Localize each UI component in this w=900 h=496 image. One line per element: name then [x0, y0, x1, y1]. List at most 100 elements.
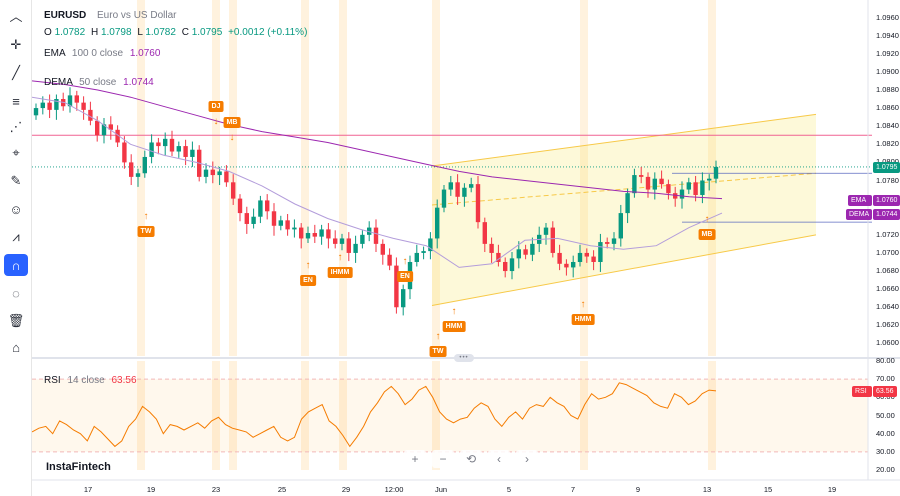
cursor-icon[interactable]: ✛ — [10, 37, 22, 52]
candle-body — [353, 243, 358, 253]
candle-body — [482, 222, 487, 244]
candle-body — [489, 243, 494, 253]
session-band — [301, 0, 309, 356]
pattern-label-tw: TW — [137, 226, 155, 237]
candle-body — [40, 102, 45, 109]
chevron-up-icon[interactable]: ︿ — [9, 8, 23, 24]
candle-body — [571, 261, 576, 268]
candle-body — [509, 258, 515, 272]
candle-body — [666, 184, 671, 194]
symbol-legend[interactable]: EURUSD Euro vs US Dollar — [44, 10, 176, 21]
candle-body — [237, 198, 243, 214]
rsi-legend[interactable]: RSI 14 close 63.56 — [44, 375, 137, 386]
reset-chart-button[interactable]: ⟲ — [460, 450, 482, 468]
channel-lower-line — [431, 234, 817, 306]
rsi-tag-label: RSI — [852, 386, 872, 397]
candle-body — [611, 238, 617, 244]
candle-body — [686, 182, 691, 190]
candle-body — [305, 233, 311, 239]
candle-body — [224, 171, 229, 183]
candle-body — [373, 227, 379, 244]
price-tick-label: 1.0700 — [876, 247, 899, 257]
chart-area[interactable] — [32, 0, 900, 496]
candle-body — [394, 265, 399, 308]
session-band — [432, 0, 440, 356]
candle-body — [414, 252, 419, 262]
candle-body — [203, 169, 209, 177]
pane-resize-handle[interactable]: ••• — [454, 354, 474, 362]
time-tick-label: 19 — [146, 485, 156, 494]
ema-line — [32, 80, 723, 200]
candle-body — [421, 251, 426, 253]
symbol-ticker: EURUSD — [44, 10, 87, 21]
candle-body — [108, 124, 113, 130]
candle-body — [169, 138, 175, 152]
low-label: L — [137, 27, 143, 38]
rsi-tick-label: 30.00 — [876, 446, 895, 456]
rsi-tick-label: 70.00 — [876, 374, 895, 384]
forecast-icon[interactable]: ⩘ — [12, 229, 20, 244]
scroll-right-button[interactable]: › — [516, 450, 538, 468]
candle-body — [142, 156, 147, 174]
candle-body — [326, 229, 331, 239]
candle-body — [176, 146, 181, 152]
candle-body — [74, 95, 79, 103]
candle-body — [33, 108, 39, 116]
candle-body — [435, 207, 440, 239]
candle-body — [319, 229, 324, 237]
dema-params: 50 close — [79, 77, 117, 88]
fib-icon[interactable]: ≡ — [12, 93, 20, 109]
change-value: +0.0012 (+0.11%) — [228, 27, 308, 38]
eye-off-icon[interactable]: ◌ — [12, 285, 20, 301]
candle-body — [244, 213, 249, 224]
candle-body — [700, 180, 705, 195]
candle-body — [156, 142, 161, 147]
trash-icon[interactable]: 🗑 — [7, 313, 25, 328]
pattern-label-en: EN — [397, 271, 413, 282]
dema-legend[interactable]: DEMA 50 close 1.0744 — [44, 77, 154, 88]
session-band — [339, 0, 347, 356]
brush-icon[interactable]: ✎ — [10, 173, 22, 188]
candle-body — [659, 178, 664, 185]
measure-icon[interactable]: ⌖ — [12, 145, 20, 160]
high-value: 1.0798 — [100, 27, 132, 38]
candle-body — [333, 238, 338, 244]
pattern-icon[interactable]: ⋰ — [9, 119, 23, 134]
session-band-rsi — [212, 361, 220, 470]
price-tick-label: 1.0920 — [876, 48, 899, 58]
pattern-label-tw: TW — [429, 346, 447, 357]
time-tick-label: 17 — [83, 485, 93, 494]
ema-tag-value: 1.0760 — [873, 195, 900, 206]
candle-body — [163, 138, 168, 147]
rsi-tag-value: 63.56 — [873, 386, 897, 397]
candle-body — [462, 187, 467, 197]
price-tick-label: 1.0680 — [876, 266, 899, 276]
rsi-tick-label: 20.00 — [876, 465, 895, 474]
emoji-icon[interactable]: ☺ — [9, 201, 23, 217]
candle-body — [584, 252, 589, 257]
zoom-in-button[interactable]: + — [404, 450, 426, 468]
magnet-icon[interactable]: ∩ — [4, 254, 28, 276]
last-price-tag: 1.0795 — [873, 162, 900, 173]
channel-upper-line — [431, 113, 817, 167]
dema-tag-label: DEMA — [846, 209, 872, 220]
price-tick-label: 1.0900 — [876, 66, 899, 76]
scroll-left-button[interactable]: ‹ — [488, 450, 510, 468]
session-band-rsi — [229, 361, 237, 470]
pattern-label-hmm: HMM — [442, 321, 466, 332]
time-tick-label: 25 — [277, 485, 287, 494]
lock-icon[interactable]: ⌂ — [12, 339, 20, 355]
session-band-rsi — [708, 361, 716, 470]
zoom-out-button[interactable]: − — [432, 450, 454, 468]
candle-body — [632, 175, 637, 194]
arrow-down-icon: ↓ — [213, 116, 219, 127]
candle-body — [625, 193, 630, 214]
rsi-value: 63.56 — [111, 375, 137, 386]
close-label: C — [181, 27, 189, 38]
price-tick-label: 1.0640 — [876, 302, 899, 312]
ema-legend[interactable]: EMA 100 0 close 1.0760 — [44, 48, 160, 59]
high-label: H — [90, 27, 99, 38]
candle-body — [577, 252, 583, 262]
open-label: O — [44, 27, 52, 38]
trend-line-icon[interactable]: ╱ — [12, 65, 20, 80]
